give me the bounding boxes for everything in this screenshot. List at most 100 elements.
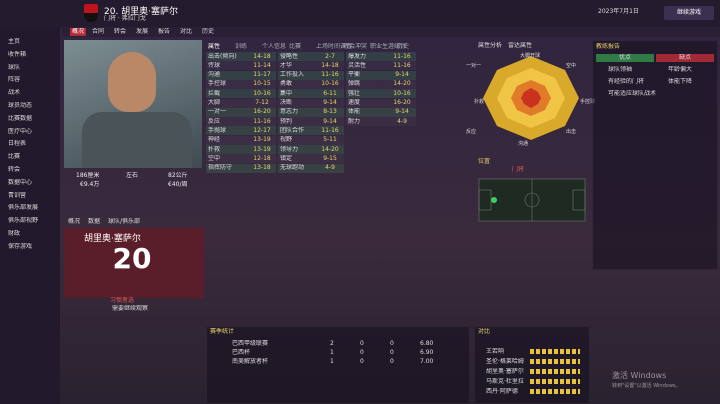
tab[interactable]: 合同 [92,28,105,35]
rating-name: 西丹·阿萨德 [486,388,518,395]
attribute-row [278,52,344,61]
card-tab[interactable]: 数据 [88,218,101,225]
sidebar-item[interactable]: 战术 [8,89,21,97]
player-height: 186厘米 [76,172,100,179]
attribute-name: 侵略性 [280,52,299,60]
radar-tab[interactable]: 雷达属性 [508,42,533,49]
sidebar-item[interactable]: 数据中心 [8,178,33,186]
sub-tab[interactable]: 转会冲突 [343,43,368,50]
sidebar-item[interactable]: 球员动态 [8,102,33,109]
sidebar-item[interactable]: 财政 [8,230,21,237]
attribute-row [278,107,344,117]
attribute-value: 9-15 [323,154,337,162]
continue-button[interactable]: 继续游戏 [664,6,714,20]
stats-cell: 0 [390,340,394,347]
sub-tab[interactable]: 职业生涯统计 [370,43,407,50]
con-item: 体能下降 [668,78,693,85]
attribute-row [278,70,344,80]
sidebar-item[interactable]: 比赛数据 [8,114,33,122]
sidebar-item[interactable]: 主页 [8,38,21,45]
attribute-value: 11-16 [321,71,339,79]
rating-name: 圣伦·格莱哈姆 [486,358,524,365]
tab[interactable]: 概况 [70,28,87,36]
pitch-position: 门将 [512,166,525,173]
sidebar-item[interactable]: 保存游戏 [8,242,33,250]
card [64,228,204,298]
attribute-name: 弹跳 [348,80,361,88]
attribute-row [206,163,276,173]
sub-tab[interactable]: 个人信息 [262,43,287,50]
radar-tab[interactable]: 属性分析 [478,42,503,49]
radar-chart [483,56,579,140]
attribute-name: 平衡 [348,71,361,79]
stats-cell: 1 [330,349,334,356]
stats-cell: 巴西杯 [232,349,251,356]
tab[interactable]: 发展 [136,28,149,35]
sidebar-item[interactable]: 青训营 [8,191,27,199]
tab[interactable]: 报告 [158,28,171,35]
attribute-name: 勇敢 [280,80,293,88]
club-badge [84,4,98,22]
attribute-name: 预判 [280,117,293,125]
attribute-name: 手控球 [208,80,227,88]
rating-stars [530,379,580,384]
sub-tab[interactable]: 历史 [397,43,410,50]
stats-cell: 0 [360,349,364,356]
sub-tab[interactable]: 比赛 [289,43,302,50]
attribute-name: 拦截 [208,89,221,97]
attribute-name: 才华 [280,61,293,69]
report-title: 教练报告 [596,43,621,50]
player-weight: 82公斤 [168,172,188,179]
attribute-value: 9-14 [395,108,409,116]
attribute-value: 4-9 [397,117,407,125]
stats-cell: 0 [360,340,364,347]
tab[interactable]: 历史 [202,28,215,35]
stats-cell: 南美解放者杯 [232,358,269,365]
top-bar [0,0,720,27]
attribute-name: 工作投入 [280,71,305,79]
attribute-value: 14-18 [321,61,339,69]
attribute-name: 灵活性 [348,61,367,69]
card-tab[interactable]: 概况 [68,218,81,225]
pro-item: 有经验的门将 [608,78,645,85]
attribute-value: 10-16 [393,89,411,97]
attribute-value: 13-19 [253,145,271,153]
radar-label: 出击 [566,129,577,135]
attribute-row [278,145,344,154]
attribute-name: 手抛球 [208,126,227,134]
rating-stars [530,389,580,394]
radar-label: 扑救 [474,99,485,105]
tab[interactable]: 对比 [180,28,193,35]
attribute-value: 11-16 [253,117,271,125]
sidebar-item[interactable]: 阵容 [8,76,21,84]
rating-stars [530,349,580,354]
sidebar-item[interactable]: 俱乐部视野 [8,217,39,225]
sidebar-item[interactable]: 比赛 [8,153,21,161]
player-wage: €40/周 [168,181,188,188]
sidebar-item[interactable]: 日程表 [8,140,27,148]
sidebar-item[interactable]: 俱乐部发展 [8,204,39,212]
sub-tab[interactable]: 训练 [235,43,248,50]
sidebar-item[interactable]: 转会 [8,166,21,173]
rating-name: 王若响 [486,348,505,355]
sidebar-item[interactable]: 收件箱 [8,50,27,58]
report-panel [592,40,718,270]
sidebar-item[interactable]: 医疗中心 [8,127,33,135]
radar-label: 沟通 [518,141,529,147]
attribute-row [346,107,416,117]
stats-cell: 7.00 [420,358,434,365]
sub-tab[interactable]: 上场时间调查 [316,43,353,50]
sub-tab[interactable]: 属性 [208,43,221,50]
attribute-name: 决断 [280,99,293,106]
stats-cell: 0 [360,358,364,365]
player-subtitle: 门将 · 弗拉门戈 [104,15,146,22]
card-tab[interactable]: 球队/俱乐部 [108,218,141,225]
rating-stars [530,369,580,374]
attribute-name: 速度 [348,99,361,106]
stats-cell: 6.90 [420,349,434,356]
attribute-value: 4-9 [325,164,335,172]
attribute-name: 神经 [208,136,221,144]
sidebar-item[interactable]: 球队 [8,63,21,71]
attribute-name: 无球跑动 [280,164,305,172]
tab[interactable]: 转会 [114,28,127,35]
